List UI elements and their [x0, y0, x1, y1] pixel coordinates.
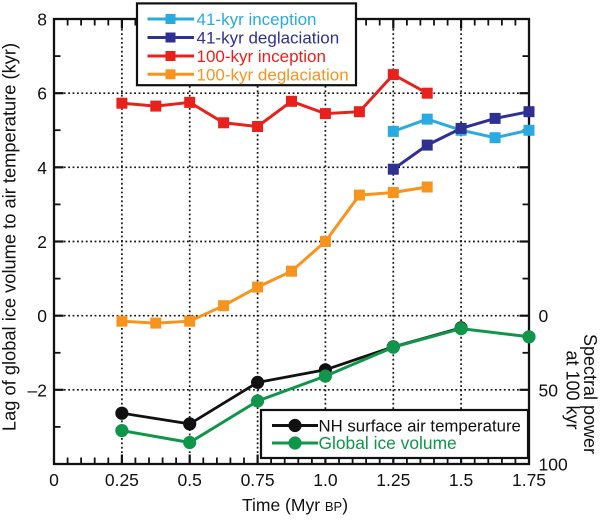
svg-text:Global ice volume: Global ice volume: [319, 433, 457, 453]
svg-text:1.75: 1.75: [512, 470, 546, 490]
svg-text:0: 0: [37, 306, 47, 326]
svg-text:41-kyr deglaciation: 41-kyr deglaciation: [197, 29, 340, 48]
svg-text:NH surface air temperature: NH surface air temperature: [319, 417, 521, 436]
svg-text:0.5: 0.5: [178, 470, 202, 490]
svg-text:1.25: 1.25: [376, 470, 410, 490]
svg-text:0: 0: [539, 306, 549, 326]
svg-text:0: 0: [49, 470, 59, 490]
svg-text:4: 4: [37, 158, 47, 178]
svg-text:100-kyr deglaciation: 100-kyr deglaciation: [197, 65, 349, 84]
svg-text:0.25: 0.25: [105, 470, 139, 490]
svg-text:50: 50: [539, 380, 559, 400]
svg-text:Time (Myr BP): Time (Myr BP): [242, 495, 348, 515]
svg-text:–2: –2: [28, 380, 47, 400]
svg-text:8: 8: [37, 10, 47, 30]
svg-text:1.0: 1.0: [313, 470, 338, 490]
svg-text:100: 100: [539, 455, 568, 475]
svg-text:at 100 kyr: at 100 kyr: [563, 350, 583, 429]
svg-text:0.75: 0.75: [241, 470, 275, 490]
svg-text:100-kyr inception: 100-kyr inception: [197, 47, 326, 66]
svg-text:41-kyr inception: 41-kyr inception: [197, 10, 317, 29]
svg-text:Spectral power: Spectral power: [580, 334, 600, 454]
svg-text:Lag of global ice volume to ai: Lag of global ice volume to air temperat…: [0, 43, 20, 431]
svg-text:1.5: 1.5: [449, 470, 473, 490]
svg-text:6: 6: [37, 84, 47, 104]
svg-text:2: 2: [37, 232, 47, 252]
